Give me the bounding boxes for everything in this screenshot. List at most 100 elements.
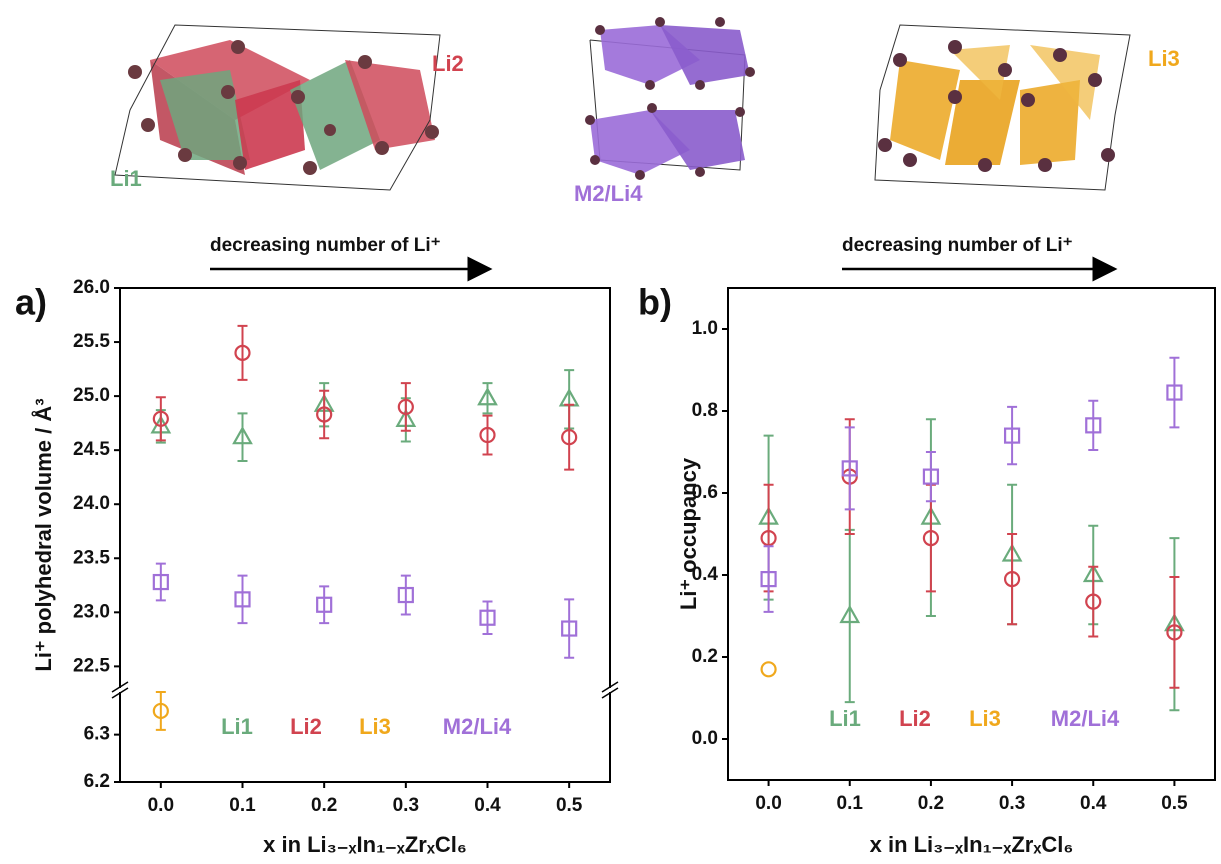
error-bar (1007, 405, 1018, 466)
y-tick-label: 24.5 (73, 439, 110, 460)
y-tick-label: 23.0 (73, 601, 110, 622)
arrow-label: decreasing number of Li⁺ (842, 235, 1073, 256)
error-bar (237, 324, 248, 381)
x-tick-label: 0.1 (837, 793, 864, 814)
y-tick-label: 0.0 (692, 728, 718, 749)
y-tick-label: 0.4 (692, 564, 719, 585)
legend-entry: M2/Li4 (443, 714, 512, 739)
axis-break (111, 687, 129, 699)
error-bar (1169, 576, 1180, 689)
error-bar (155, 562, 166, 602)
structure-label: Li3 (1148, 46, 1180, 71)
x-tick-label: 0.0 (755, 793, 781, 814)
marker (397, 398, 414, 416)
marker (316, 596, 333, 613)
marker (152, 702, 169, 720)
y-tick-label: 23.5 (73, 547, 110, 568)
y-tick-label: 0.6 (692, 482, 718, 503)
x-tick-label: 0.4 (1080, 793, 1107, 814)
arrow-label: decreasing number of Li⁺ (210, 235, 441, 256)
marker (1085, 593, 1102, 610)
structure-li3 (874, 24, 1131, 191)
marker (841, 460, 858, 477)
error-bar (319, 585, 330, 625)
error-bar (1007, 533, 1018, 626)
legend-entry: Li3 (969, 706, 1001, 731)
marker (232, 425, 253, 445)
error-bar (319, 389, 330, 440)
marker (1085, 417, 1102, 434)
marker (922, 468, 940, 485)
marker (1003, 570, 1021, 588)
error-bar (844, 528, 855, 704)
x-axis-label: x in Li₃₋ₓIn₁₋ₓZrₓCl₆ (870, 832, 1074, 857)
error-bar (155, 396, 166, 442)
marker (477, 387, 498, 406)
y-tick-label: 0.2 (692, 646, 718, 667)
legend-entry: Li3 (359, 714, 391, 739)
plot-frame (119, 287, 611, 783)
y-tick-label: 6.2 (84, 771, 110, 792)
y-tick-label: 25.0 (73, 385, 110, 406)
error-bar (155, 691, 166, 731)
marker (1166, 384, 1183, 401)
legend-entry: Li1 (829, 706, 861, 731)
error-bar (1088, 399, 1099, 451)
panel-label: a) (15, 282, 47, 323)
error-bar (763, 545, 774, 613)
y-tick-label: 6.3 (84, 724, 110, 745)
marker (152, 573, 169, 591)
x-tick-label: 0.4 (474, 795, 501, 816)
marker (479, 609, 496, 626)
x-tick-label: 0.2 (311, 795, 337, 816)
error-bar (482, 414, 493, 456)
axis-break (111, 681, 129, 693)
axis-break (601, 687, 619, 699)
x-tick-label: 0.3 (999, 793, 1025, 814)
marker (316, 406, 333, 423)
structure-label: Li1 (110, 166, 142, 191)
marker (397, 586, 414, 604)
axis-break (601, 681, 619, 693)
marker (760, 529, 777, 547)
legend-entry: Li2 (899, 706, 931, 731)
y-tick-label: 1.0 (692, 318, 718, 339)
structure-li1-li2 (114, 24, 441, 191)
error-bar (400, 574, 411, 616)
y-axis-label: Li⁺ polyhedral volume / Å³ (30, 398, 56, 671)
x-tick-label: 0.5 (1161, 793, 1188, 814)
error-bar (925, 451, 936, 503)
y-tick-label: 22.5 (73, 655, 110, 676)
legend-entry: M2/Li4 (1051, 706, 1120, 731)
marker (234, 591, 251, 608)
structure-label: Li2 (432, 51, 464, 76)
legend-entry: Li1 (221, 714, 253, 739)
marker (839, 604, 861, 624)
marker (561, 620, 578, 637)
structure-m2-li4 (585, 17, 755, 180)
error-bar (237, 412, 248, 462)
marker (234, 344, 251, 361)
legend-entry: Li2 (290, 714, 322, 739)
marker (1003, 427, 1021, 444)
marker (1166, 624, 1183, 641)
x-axis-label: x in Li₃₋ₓIn₁₋ₓZrₓCl₆ (263, 832, 467, 857)
y-tick-label: 24.0 (73, 493, 110, 514)
marker (760, 661, 777, 678)
y-axis-label: Li⁺ occupancy (676, 457, 701, 610)
structure-label: M2/Li4 (574, 181, 643, 206)
marker (152, 410, 169, 427)
error-bar (564, 598, 575, 659)
x-tick-label: 0.2 (918, 793, 944, 814)
plot-frame (727, 287, 1216, 781)
error-bar (237, 574, 248, 625)
y-tick-label: 26.0 (73, 277, 110, 298)
error-bar (1088, 565, 1099, 638)
marker (760, 570, 777, 588)
error-bar (844, 426, 855, 511)
marker (922, 529, 940, 547)
x-tick-label: 0.5 (556, 795, 583, 816)
panel-label: b) (638, 282, 672, 323)
y-tick-label: 0.8 (692, 400, 718, 421)
